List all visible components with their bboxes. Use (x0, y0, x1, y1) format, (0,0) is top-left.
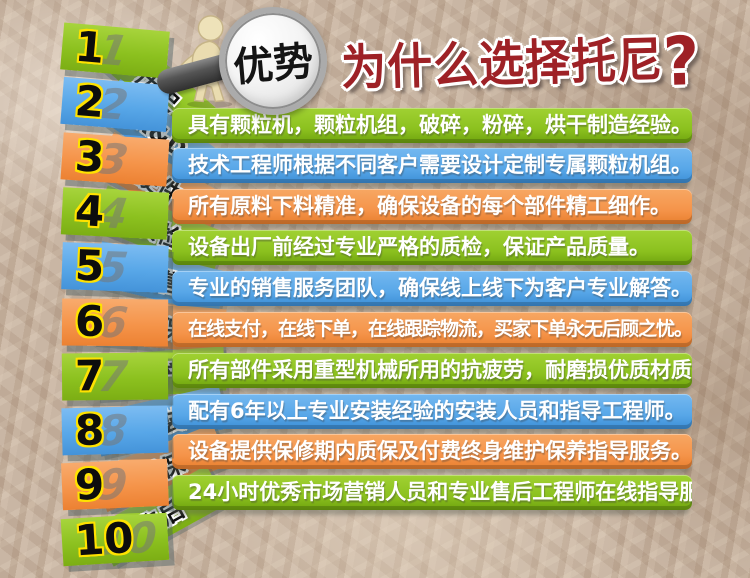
advantage-badge-label: 优势 (231, 38, 316, 92)
page-title-text: 为什么选择托尼 (340, 31, 664, 97)
feature-text: 配有6年以上专业安装经验的安装人员和指导工程师。 (188, 399, 686, 423)
feature-text: 在线支付，在线下单，在线跟踪物流，买家下单永无后顾之忧。 (188, 318, 692, 340)
number-label: 2 (73, 75, 107, 128)
number-label: 1 (73, 21, 107, 73)
number-label: 10 (73, 512, 135, 566)
feature-text: 设备提供保修期内质保及付费终身维护保养指导服务。 (188, 439, 692, 463)
feature-text: 设备出厂前经过专业严格的质检，保证产品质量。 (188, 235, 650, 259)
feature-bar-8: 配有6年以上专业安装经验的安装人员和指导工程师。 (172, 394, 692, 429)
feature-text: 所有部件采用重型机械所用的抗疲劳，耐磨损优质材质。 (188, 358, 692, 382)
number-label: 6 (74, 296, 105, 346)
number-label: 9 (73, 459, 106, 510)
page-title: 为什么选择托尼? (340, 18, 742, 102)
number-label: 8 (74, 405, 105, 456)
feature-text: 具有颗粒机，颗粒机组，破碎，粉碎，烘干制造经验。 (188, 113, 692, 137)
number-block-10: 10 10 (60, 512, 170, 567)
feature-text: 所有原料下料精准，确保设备的每个部件精工细作。 (188, 194, 671, 218)
feature-bar-3: 所有原料下料精准，确保设备的每个部件精工细作。 (172, 189, 692, 224)
number-label: 5 (74, 240, 106, 291)
feature-bar-2: 技术工程师根据不同客户需要设计定制专属颗粒机组。 (172, 148, 692, 183)
feature-text: 24小时优秀市场营销人员和专业售后工程师在线指导服务。 (188, 480, 692, 504)
feature-bar-7: 所有部件采用重型机械所用的抗疲劳，耐磨损优质材质。 (172, 353, 692, 388)
feature-bar-10: 24小时优秀市场营销人员和专业售后工程师在线指导服务。 (172, 475, 692, 510)
number-label: 4 (73, 185, 106, 237)
number-label: 3 (73, 131, 107, 183)
number-label: 7 (74, 351, 105, 401)
feature-bar-9: 设备提供保修期内质保及付费终身维护保养指导服务。 (172, 434, 692, 469)
feature-bar-1: 具有颗粒机，颗粒机组，破碎，粉碎，烘干制造经验。 (172, 108, 692, 143)
feature-bar-5: 专业的销售服务团队，确保线上线下为客户专业解答。 (172, 271, 692, 306)
feature-bar-6: 在线支付，在线下单，在线跟踪物流，买家下单永无后顾之忧。 (172, 312, 692, 347)
feature-text: 技术工程师根据不同客户需要设计定制专属颗粒机组。 (188, 153, 692, 177)
magnifier-lens: 优势 (219, 7, 327, 115)
feature-text: 专业的销售服务团队，确保线上线下为客户专业解答。 (188, 276, 692, 300)
feature-bar-4: 设备出厂前经过专业严格的质检，保证产品质量。 (172, 230, 692, 265)
page-title-question-mark: ? (662, 21, 702, 102)
